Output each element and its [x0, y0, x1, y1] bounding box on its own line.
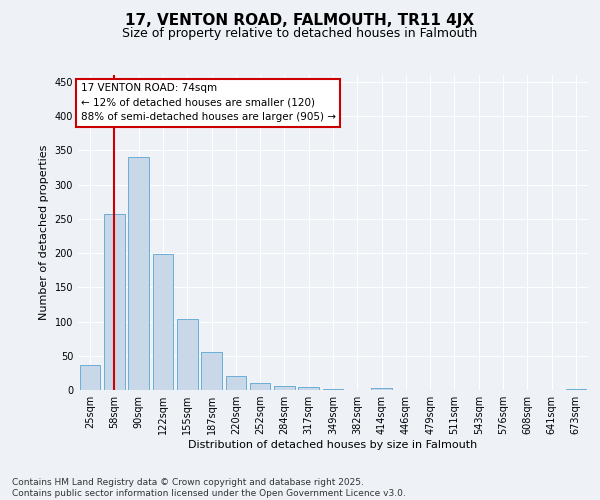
Bar — [226, 376, 246, 390]
Bar — [152, 254, 173, 390]
Bar — [566, 388, 586, 390]
Bar — [201, 352, 222, 390]
Bar — [371, 388, 392, 390]
Text: 17, VENTON ROAD, FALMOUTH, TR11 4JX: 17, VENTON ROAD, FALMOUTH, TR11 4JX — [125, 12, 475, 28]
Text: 17 VENTON ROAD: 74sqm
← 12% of detached houses are smaller (120)
88% of semi-det: 17 VENTON ROAD: 74sqm ← 12% of detached … — [80, 83, 335, 122]
Bar — [177, 320, 197, 390]
Bar — [128, 157, 149, 390]
Bar — [274, 386, 295, 390]
Text: Contains HM Land Registry data © Crown copyright and database right 2025.
Contai: Contains HM Land Registry data © Crown c… — [12, 478, 406, 498]
Bar — [250, 383, 271, 390]
Bar — [80, 364, 100, 390]
Text: Size of property relative to detached houses in Falmouth: Size of property relative to detached ho… — [122, 28, 478, 40]
Bar — [323, 388, 343, 390]
Bar — [104, 214, 125, 390]
Bar — [298, 388, 319, 390]
Y-axis label: Number of detached properties: Number of detached properties — [39, 145, 49, 320]
X-axis label: Distribution of detached houses by size in Falmouth: Distribution of detached houses by size … — [188, 440, 478, 450]
